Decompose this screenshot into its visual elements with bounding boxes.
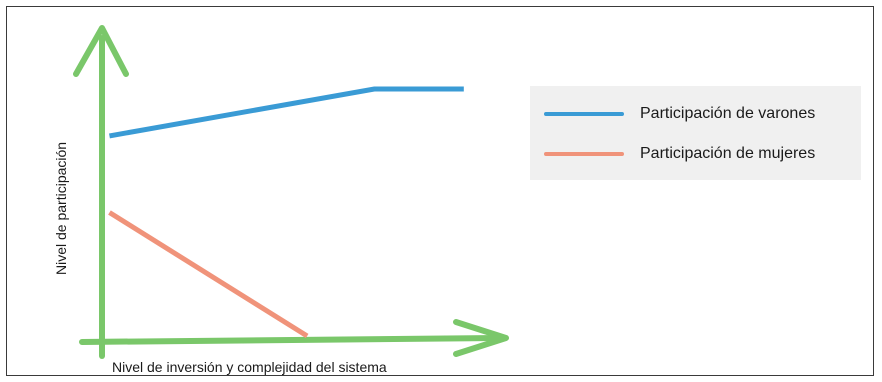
legend-item-mujeres: Participación de mujeres — [544, 144, 815, 164]
legend-swatch-varones — [544, 112, 624, 116]
x-axis-arrowhead — [453, 319, 509, 357]
legend: Participación de varones Participación d… — [530, 86, 861, 180]
legend-swatch-mujeres — [544, 152, 624, 156]
y-axis-label: Nivel de participación — [53, 142, 69, 275]
series-layer — [108, 86, 464, 339]
x-axis-label: Nivel de inversión y complejidad del sis… — [112, 359, 387, 375]
series-line-varones — [109, 86, 464, 139]
legend-label-varones: Participación de varones — [640, 105, 816, 122]
x-axis — [79, 335, 501, 345]
chart-frame — [6, 6, 874, 376]
axes — [73, 25, 509, 359]
legend-item-varones: Participación de varones — [544, 104, 815, 124]
legend-label-mujeres: Participación de mujeres — [640, 145, 816, 162]
series-line-mujeres — [108, 210, 309, 339]
y-axis-arrowhead — [73, 25, 129, 77]
